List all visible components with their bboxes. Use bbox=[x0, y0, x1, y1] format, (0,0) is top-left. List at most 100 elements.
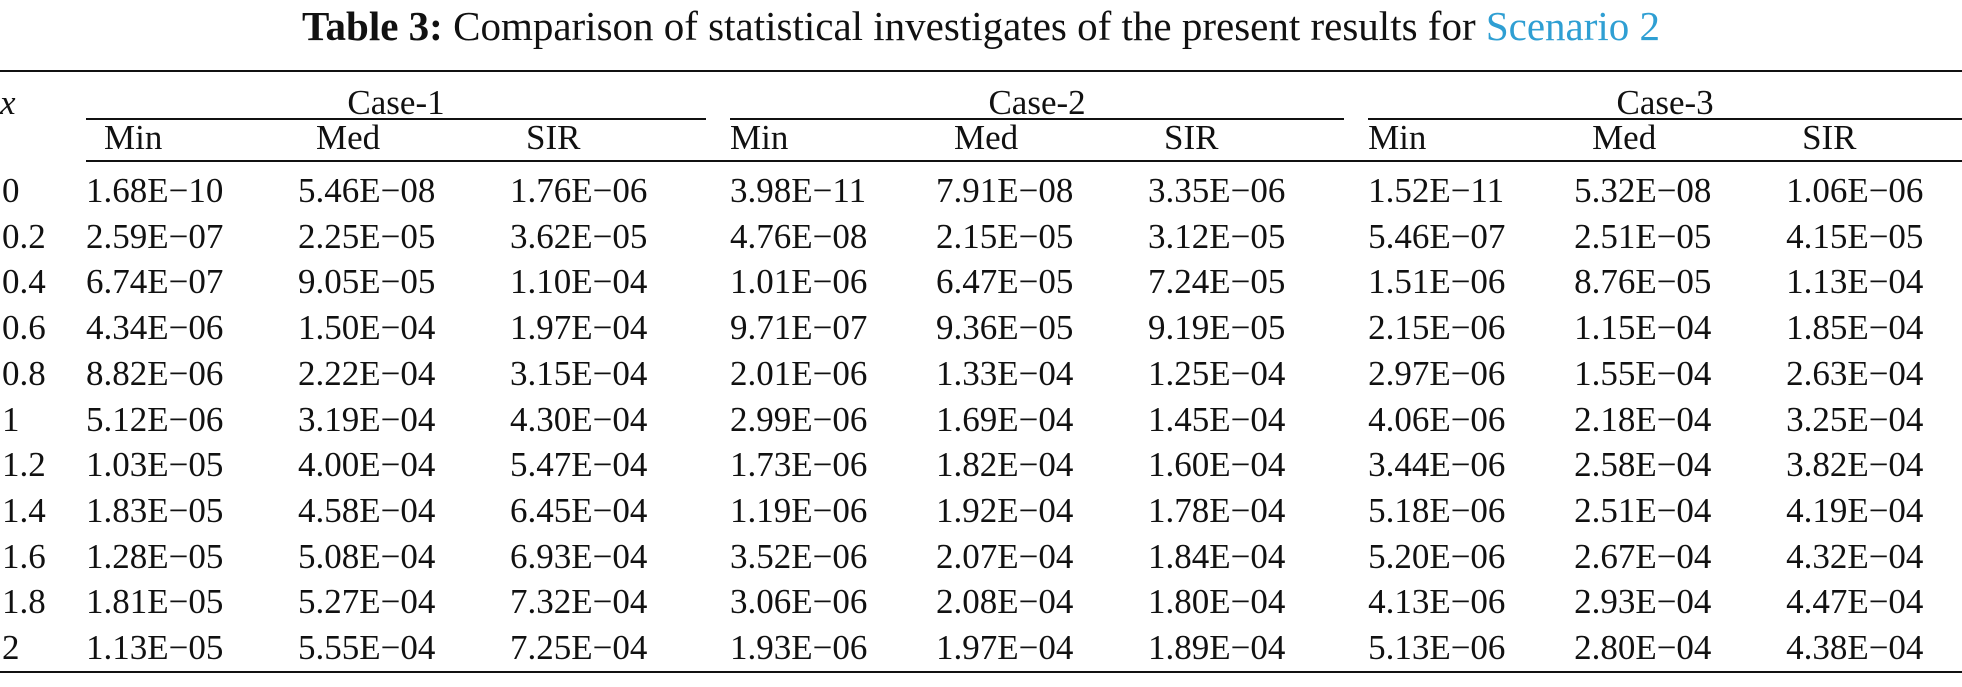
case-3-sir-cell: 4.38E−04 bbox=[1786, 628, 1924, 668]
x-value-cell: 1.2 bbox=[2, 445, 46, 485]
case-2-med-cell: 2.07E−04 bbox=[936, 536, 1074, 576]
case-2-min-cell: 4.76E−08 bbox=[730, 216, 868, 256]
case-2-min-cell: 1.01E−06 bbox=[730, 262, 868, 302]
case-3-min-cell: 5.20E−06 bbox=[1368, 536, 1506, 576]
case-3-sir-cell: 4.32E−04 bbox=[1786, 536, 1924, 576]
x-value-cell: 1 bbox=[2, 399, 20, 439]
caption-label: Table 3: bbox=[301, 3, 443, 49]
case-1-med-cell: 2.25E−05 bbox=[298, 216, 436, 256]
table-row: 0 1.68E−10 5.46E−08 1.76E−06 3.98E−11 7.91E−0… bbox=[0, 161, 1962, 214]
case-1-med-cell: 4.58E−04 bbox=[298, 490, 436, 530]
case-2-sir-cell: 9.19E−05 bbox=[1148, 308, 1286, 348]
case-3-sir-cell: 1.85E−04 bbox=[1786, 308, 1924, 348]
case-3-med-cell: 2.93E−04 bbox=[1574, 582, 1712, 622]
case-3-sir-cell: 1.06E−06 bbox=[1786, 171, 1924, 210]
table-row: 1.4 1.83E−05 4.58E−04 6.45E−04 1.19E−06 1.92E… bbox=[0, 488, 1962, 534]
case-1-med-cell: 3.19E−04 bbox=[298, 399, 436, 439]
case-3-med-header: Med bbox=[1574, 120, 1787, 162]
case-3-sir-cell: 4.19E−04 bbox=[1786, 490, 1924, 530]
case-2-sir-cell: 3.35E−06 bbox=[1148, 171, 1286, 210]
case-2-sir-cell: 1.45E−04 bbox=[1148, 399, 1286, 439]
case-1-min-cell: 4.34E−06 bbox=[86, 308, 224, 348]
table-body: 0 1.68E−10 5.46E−08 1.76E−06 3.98E−11 7.91E−0… bbox=[0, 161, 1962, 672]
case-2-sir-cell: 1.25E−04 bbox=[1148, 353, 1286, 393]
x-column-header: x bbox=[0, 83, 16, 122]
table-row: 1.8 1.81E−05 5.27E−04 7.32E−04 3.06E−06 2.08E… bbox=[0, 579, 1962, 625]
case-3-min-cell: 5.46E−07 bbox=[1368, 216, 1506, 256]
case-1-sir-cell: 4.30E−04 bbox=[510, 399, 648, 439]
case-3-min-cell: 5.13E−06 bbox=[1368, 628, 1506, 668]
case-1-sir-cell: 6.93E−04 bbox=[510, 536, 648, 576]
case-1-med-cell: 1.50E−04 bbox=[298, 308, 436, 348]
case-2-min-cell: 1.73E−06 bbox=[730, 445, 868, 485]
case-2-sir-cell: 3.12E−05 bbox=[1148, 216, 1286, 256]
case-3-sir-cell: 4.47E−04 bbox=[1786, 582, 1924, 622]
case-2-med-header: Med bbox=[936, 120, 1149, 162]
case-3-med-cell: 1.55E−04 bbox=[1574, 353, 1712, 393]
case-1-sir-cell: 5.47E−04 bbox=[510, 445, 648, 485]
case-1-min-header: Min bbox=[86, 120, 298, 162]
case-2-min-header: Min bbox=[724, 120, 937, 162]
case-2-sir-header: SIR bbox=[1148, 120, 1363, 162]
table-row: 1 5.12E−06 3.19E−04 4.30E−04 2.99E−06 1.69E−0… bbox=[0, 397, 1962, 443]
table-row: 1.2 1.03E−05 4.00E−04 5.47E−04 1.73E−06 1.82E… bbox=[0, 442, 1962, 488]
case-3-sir-cell: 3.25E−04 bbox=[1786, 399, 1924, 439]
table-row: 0.2 2.59E−07 2.25E−05 3.62E−05 4.76E−08 2.15E… bbox=[0, 214, 1962, 260]
case-3-med-cell: 2.67E−04 bbox=[1574, 536, 1712, 576]
table-row: 2 1.13E−05 5.55E−04 7.25E−04 1.93E−06 1.97E−0… bbox=[0, 625, 1962, 672]
x-value-cell: 1.4 bbox=[2, 490, 46, 530]
case-3-sir-cell: 4.15E−05 bbox=[1786, 216, 1924, 256]
case-1-med-cell: 5.27E−04 bbox=[298, 582, 436, 622]
case-3-min-cell: 2.97E−06 bbox=[1368, 353, 1506, 393]
case-1-sir-cell: 7.25E−04 bbox=[510, 628, 648, 668]
case-1-header: Case-1 bbox=[86, 71, 724, 120]
case-3-sir-cell: 3.82E−04 bbox=[1786, 445, 1924, 485]
case-2-min-cell: 2.99E−06 bbox=[730, 399, 868, 439]
case-2-min-cell: 9.71E−07 bbox=[730, 308, 868, 348]
case-2-min-cell: 2.01E−06 bbox=[730, 353, 868, 393]
case-3-min-cell: 1.52E−11 bbox=[1368, 171, 1505, 210]
case-1-sir-cell: 1.76E−06 bbox=[510, 171, 648, 210]
case-3-min-cell: 2.15E−06 bbox=[1368, 308, 1506, 348]
x-value-cell: 0.2 bbox=[2, 216, 46, 256]
case-3-min-header: Min bbox=[1362, 120, 1575, 162]
case-2-med-cell: 9.36E−05 bbox=[936, 308, 1074, 348]
case-2-med-cell: 7.91E−08 bbox=[936, 171, 1074, 210]
case-1-sir-cell: 7.32E−04 bbox=[510, 582, 648, 622]
case-2-sir-cell: 1.60E−04 bbox=[1148, 445, 1286, 485]
case-2-sir-cell: 1.84E−04 bbox=[1148, 536, 1286, 576]
case-2-sir-cell: 1.80E−04 bbox=[1148, 582, 1286, 622]
case-2-med-cell: 2.08E−04 bbox=[936, 582, 1074, 622]
x-value-cell: 0.4 bbox=[2, 262, 46, 302]
case-3-med-cell: 1.15E−04 bbox=[1574, 308, 1712, 348]
case-1-med-cell: 2.22E−04 bbox=[298, 353, 436, 393]
case-1-sir-cell: 3.62E−05 bbox=[510, 216, 648, 256]
case-1-sir-cell: 1.97E−04 bbox=[510, 308, 648, 348]
case-2-med-cell: 2.15E−05 bbox=[936, 216, 1074, 256]
case-1-min-cell: 1.81E−05 bbox=[86, 582, 224, 622]
case-1-sir-cell: 1.10E−04 bbox=[510, 262, 648, 302]
case-3-med-cell: 2.18E−04 bbox=[1574, 399, 1712, 439]
table-row: 1.6 1.28E−05 5.08E−04 6.93E−04 3.52E−06 2.07E… bbox=[0, 534, 1962, 580]
case-3-sir-header: SIR bbox=[1786, 120, 1962, 162]
case-1-med-cell: 4.00E−04 bbox=[298, 445, 436, 485]
case-2-med-cell: 6.47E−05 bbox=[936, 262, 1074, 302]
case-2-sir-cell: 1.78E−04 bbox=[1148, 490, 1286, 530]
case-1-med-cell: 5.08E−04 bbox=[298, 536, 436, 576]
case-3-sir-cell: 2.63E−04 bbox=[1786, 353, 1924, 393]
x-value-cell: 2 bbox=[2, 628, 20, 668]
case-3-med-cell: 8.76E−05 bbox=[1574, 262, 1712, 302]
table-row: 0.4 6.74E−07 9.05E−05 1.10E−04 1.01E−06 6.47E… bbox=[0, 259, 1962, 305]
case-1-min-cell: 1.28E−05 bbox=[86, 536, 224, 576]
case-3-med-cell: 2.80E−04 bbox=[1574, 628, 1712, 668]
scenario-link[interactable]: Scenario 2 bbox=[1485, 3, 1661, 49]
case-1-sir-cell: 3.15E−04 bbox=[510, 353, 648, 393]
case-1-sir-header: SIR bbox=[510, 120, 725, 162]
case-1-min-cell: 2.59E−07 bbox=[86, 216, 224, 256]
x-value-cell: 1.8 bbox=[2, 582, 46, 622]
table-row: 0.8 8.82E−06 2.22E−04 3.15E−04 2.01E−06 1.33E… bbox=[0, 351, 1962, 397]
case-1-min-cell: 1.83E−05 bbox=[86, 490, 224, 530]
case-3-min-cell: 3.44E−06 bbox=[1368, 445, 1506, 485]
case-1-med-cell: 9.05E−05 bbox=[298, 262, 436, 302]
case-3-header: Case-3 bbox=[1362, 71, 1962, 120]
